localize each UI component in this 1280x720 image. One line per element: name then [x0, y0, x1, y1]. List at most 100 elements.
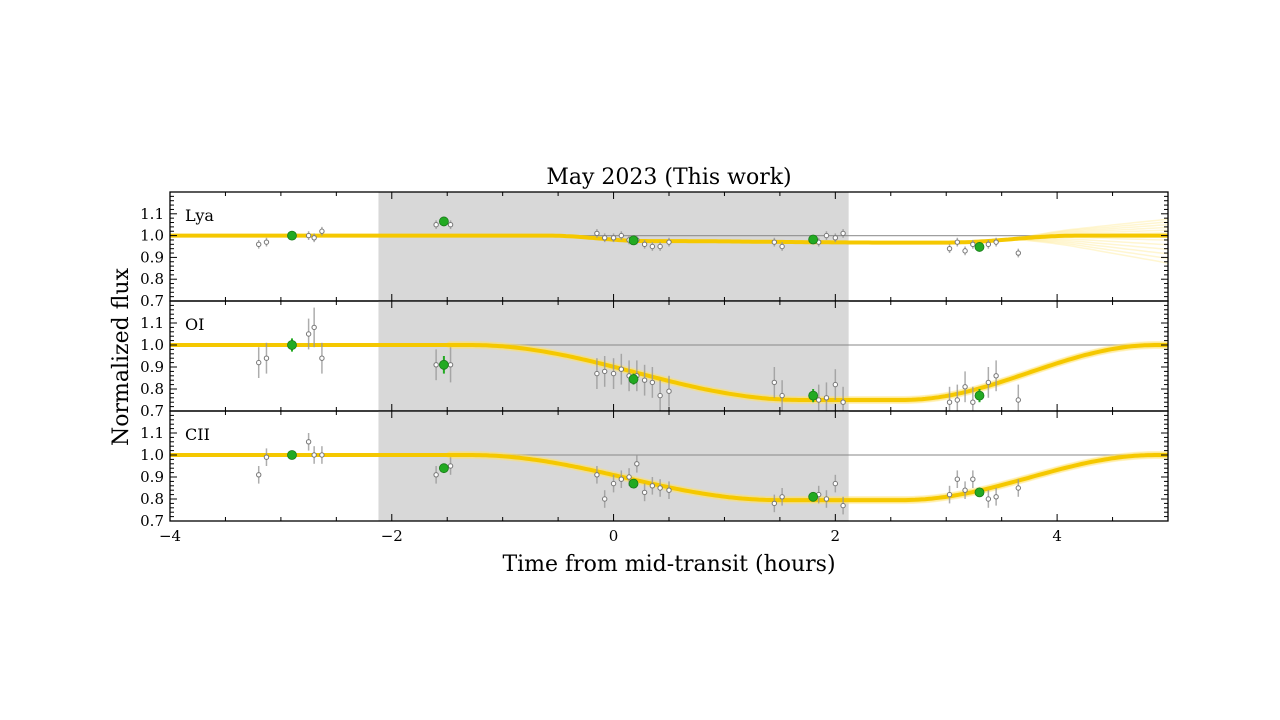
raw-point: [610, 370, 617, 377]
binned-point: [974, 487, 985, 498]
raw-point: [618, 366, 625, 372]
raw-point: [594, 370, 600, 377]
raw-point: [970, 241, 976, 248]
raw-point: [601, 496, 608, 502]
raw-point: [641, 241, 648, 248]
raw-point: [946, 245, 953, 252]
raw-point: [816, 397, 822, 403]
x-tick-label: 2: [831, 527, 841, 545]
transit-shade: [378, 411, 849, 521]
raw-point: [311, 452, 317, 458]
raw-point: [832, 381, 839, 388]
binned-point: [438, 463, 449, 474]
y-tick-label: 0.7: [140, 292, 164, 310]
y-tick-label: 1.1: [140, 424, 164, 442]
raw-point: [1015, 250, 1021, 256]
y-axis-label: Normalized flux: [109, 267, 134, 446]
transit-shade: [378, 192, 849, 301]
panel-cii: 0.7 0.8 0.9 1.0 1.1 CII: [140, 410, 1169, 530]
raw-point: [601, 235, 608, 241]
y-tick-label: 1.1: [140, 205, 164, 223]
raw-point: [985, 496, 992, 502]
binned-point: [287, 450, 297, 460]
raw-point: [970, 399, 976, 405]
raw-point: [601, 368, 608, 375]
raw-point: [447, 463, 454, 469]
raw-point: [319, 452, 325, 458]
raw-point: [433, 472, 439, 478]
binned-point: [438, 359, 449, 370]
raw-point: [634, 461, 640, 467]
raw-point: [946, 491, 953, 498]
raw-point: [954, 239, 961, 245]
raw-point: [832, 235, 839, 241]
raw-point: [641, 377, 648, 383]
y-tick-label: 0.8: [140, 490, 164, 508]
raw-point: [433, 362, 439, 368]
x-tick-label: 0: [609, 527, 619, 545]
raw-point: [319, 228, 325, 234]
binned-point: [287, 340, 297, 350]
raw-point: [823, 496, 830, 502]
binned-point: [974, 390, 985, 401]
raw-point: [779, 392, 785, 399]
binned-point: [808, 234, 819, 245]
raw-point: [840, 399, 846, 405]
panel-lya: 0.7 0.8 0.9 1.0 1.1 Lya: [140, 191, 1169, 310]
binned-point: [628, 235, 639, 246]
x-tick-label: −2: [381, 527, 403, 545]
y-tick-label: 0.7: [140, 512, 164, 530]
panel-oi: 0.7 0.8 0.9 1.0 1.1 OI: [140, 300, 1169, 420]
raw-point: [447, 222, 454, 228]
raw-point: [840, 230, 846, 237]
panel-label: Lya: [185, 206, 214, 225]
raw-point: [1015, 397, 1021, 403]
raw-point: [305, 439, 312, 445]
y-tick-label: 0.8: [140, 380, 164, 398]
binned-point: [628, 374, 639, 385]
binned-point: [438, 216, 449, 227]
panel-label: OI: [185, 315, 204, 334]
raw-point: [970, 476, 976, 482]
raw-point: [305, 331, 312, 337]
raw-point: [641, 489, 648, 496]
raw-point: [985, 241, 992, 248]
raw-point: [649, 483, 656, 489]
raw-point: [993, 373, 999, 379]
raw-point: [962, 248, 968, 254]
raw-point: [263, 239, 270, 245]
raw-point: [433, 222, 439, 228]
binned-point: [808, 491, 819, 502]
panel-plot-area: [170, 411, 1168, 521]
panel-label: CII: [185, 425, 210, 444]
raw-point: [779, 243, 785, 250]
raw-point: [311, 324, 317, 331]
raw-point: [666, 388, 672, 394]
y-tick-label: 1.0: [140, 446, 164, 464]
raw-point: [263, 454, 270, 460]
raw-point: [666, 487, 672, 493]
raw-point: [319, 355, 325, 361]
raw-point: [657, 485, 663, 491]
raw-point: [256, 472, 262, 478]
raw-point: [610, 235, 617, 241]
binned-point: [974, 242, 985, 252]
transit-shade: [378, 301, 849, 411]
panel-plot-area: [170, 301, 1168, 411]
raw-point: [447, 362, 454, 368]
raw-point: [649, 379, 656, 386]
raw-point: [666, 239, 672, 245]
panel-plot-area: [170, 192, 1168, 301]
raw-point: [962, 384, 968, 390]
raw-point: [832, 480, 839, 487]
raw-point: [618, 476, 625, 482]
raw-point: [256, 241, 262, 248]
y-tick-label: 1.1: [140, 314, 164, 332]
y-tick-label: 1.0: [140, 227, 164, 245]
y-tick-label: 0.9: [140, 248, 164, 266]
raw-point: [779, 494, 785, 500]
raw-point: [946, 399, 953, 405]
raw-point: [771, 239, 778, 245]
x-axis-label: Time from mid-transit (hours): [502, 552, 835, 577]
